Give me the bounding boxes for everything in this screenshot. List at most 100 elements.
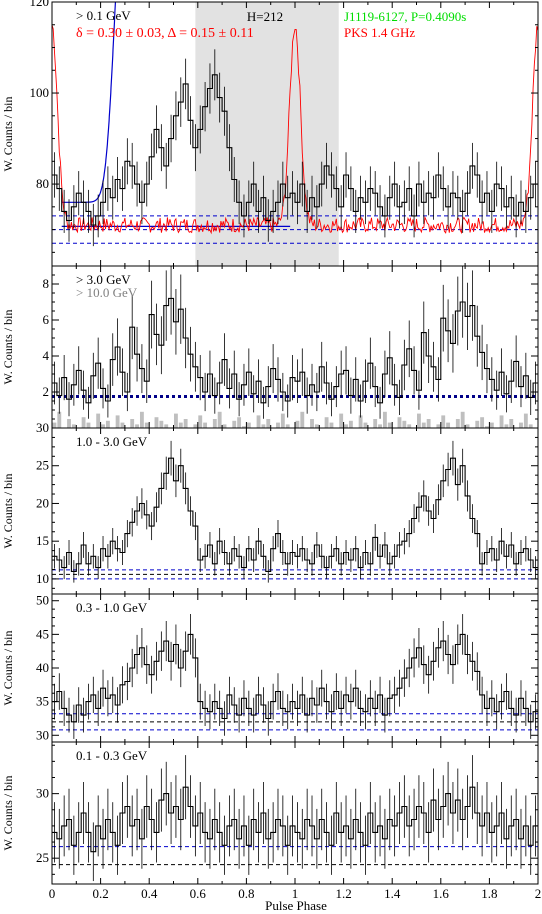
histogram-bar-above-10gev	[57, 411, 62, 428]
histogram-bar-above-10gev	[475, 420, 480, 428]
x-tick-label: 1.4	[384, 886, 401, 901]
panel-p3: 10 15 20 25 30 W. Counts / bin 1.0 - 3.0 GeV	[1, 420, 539, 595]
y-tick-label: 50	[36, 593, 49, 608]
y-tick-label: 30	[36, 786, 49, 801]
panel-top: 80 100 120 W. Counts / bin > 0.1 GeV δ = 0.30…	[1, 0, 539, 267]
radio-label: PKS 1.4 GHz	[344, 25, 415, 40]
y-tick-label: 10	[36, 571, 49, 586]
histogram-bar-above-10gev	[387, 422, 392, 428]
histogram-bar-above-10gev	[324, 417, 329, 428]
histogram-bar-above-10gev	[523, 413, 528, 428]
histogram-bar-above-10gev	[358, 415, 363, 428]
histogram-bar-above-10gev	[485, 426, 489, 428]
y-tick-label: 8	[43, 276, 50, 291]
histogram-bar-above-10gev	[421, 422, 426, 428]
h-test-label: H=212	[247, 9, 283, 24]
fitted-pulse-model	[61, 2, 117, 203]
histogram-bar-above-10gev	[67, 419, 71, 428]
x-axis-label: Pulse Phase	[265, 898, 327, 913]
histogram-bar-above-10gev	[465, 424, 470, 428]
y-axis-label: W. Counts / bin	[1, 310, 15, 385]
panel-frame	[51, 427, 539, 595]
histogram-bar-above-10gev	[509, 419, 514, 428]
pulsar-label: J1119-6127, P=0.4090s	[344, 9, 466, 24]
histogram-bar-above-10gev	[139, 411, 144, 428]
histogram-bar-above-10gev	[222, 424, 227, 428]
histogram-bar-above-10gev	[154, 417, 159, 428]
histogram-bar-above-10gev	[276, 422, 280, 428]
y-tick-label: 80	[36, 176, 49, 191]
energy-band-label: 0.3 - 1.0 GeV	[76, 600, 148, 615]
histogram-bar-above-10gev	[300, 411, 305, 428]
histogram-bar-above-10gev	[105, 420, 110, 428]
y-tick-label: 25	[36, 458, 49, 473]
histogram-bar-above-10gev	[382, 411, 387, 428]
y-axis-label: W. Counts / bin	[1, 97, 15, 172]
panel-p4: 30 35 40 45 50 W. Counts / bin 0.3 - 1.0 GeV	[1, 593, 539, 743]
panel-plot-area	[52, 440, 538, 583]
energy-band-label: > 3.0 GeV	[76, 272, 131, 287]
panel-p2: 2 4 6 8 W. Counts / bin > 3.0 GeV> 10.0 GeV	[1, 265, 539, 429]
histogram-bar-above-10gev	[455, 419, 460, 428]
histogram-bar-above-10gev	[460, 411, 465, 428]
histogram-line	[52, 74, 538, 226]
radio-profile-line	[52, 24, 538, 235]
x-tick-label: 0	[49, 886, 56, 901]
y-tick-label: 2	[43, 384, 50, 399]
panel-p5: 25 30 W. Counts / bin 0.1 - 0.3 GeV 0 0.2 0.4 0…	[1, 741, 542, 901]
histogram-bar-above-10gev	[446, 422, 451, 428]
x-tick-label: 1.6	[433, 886, 450, 901]
histogram-bar-above-10gev	[363, 422, 368, 428]
x-tick-label: 1.2	[335, 886, 351, 901]
x-tick-label: 0.6	[190, 886, 207, 901]
histogram-bar-above-10gev	[261, 424, 266, 428]
histogram-bar-above-10gev	[441, 415, 446, 428]
histogram-bar-above-10gev	[96, 413, 101, 428]
energy-band-label: 0.1 - 0.3 GeV	[76, 748, 148, 763]
histogram-bar-above-10gev	[71, 424, 76, 428]
histogram-bar-above-10gev	[178, 422, 183, 428]
panel-plot-area	[52, 614, 538, 739]
histogram-bar-above-10gev	[378, 424, 382, 428]
y-tick-label: 40	[36, 660, 49, 675]
histogram-line	[52, 633, 538, 723]
y-tick-label: 25	[36, 850, 49, 865]
x-tick-label: 0.8	[238, 886, 254, 901]
histogram-bar-above-10gev	[232, 420, 237, 428]
histogram-bar-above-10gev	[528, 424, 533, 428]
histogram-bar-above-10gev	[246, 422, 251, 428]
histogram-bar-above-10gev	[314, 424, 319, 428]
panel-plot-area	[52, 266, 538, 428]
y-axis-label: W. Counts / bin	[1, 631, 15, 706]
y-tick-label: 120	[30, 0, 50, 9]
histogram-bar-above-10gev	[183, 419, 188, 428]
histogram-bar-above-10gev	[159, 420, 164, 428]
x-tick-label: 1	[292, 886, 299, 901]
histogram-bar-above-10gev	[237, 417, 242, 428]
histogram-bar-above-10gev	[348, 420, 353, 428]
energy-band-label-high: > 10.0 GeV	[76, 285, 138, 300]
histogram-bar-above-10gev	[329, 422, 334, 428]
histogram-line	[52, 297, 538, 404]
histogram-bar-above-10gev	[397, 417, 402, 428]
y-axis-label: W. Counts / bin	[1, 474, 15, 549]
histogram-bar-above-10gev	[135, 424, 139, 428]
y-tick-label: 100	[30, 85, 50, 100]
x-tick-label: 2	[535, 886, 542, 901]
energy-band-label: 1.0 - 3.0 GeV	[76, 434, 148, 449]
histogram-bar-above-10gev	[417, 413, 421, 428]
histogram-bar-above-10gev	[256, 415, 261, 428]
histogram-bar-above-10gev	[480, 417, 485, 428]
delta-stats-label: δ = 0.30 ± 0.03, Δ = 0.15 ± 0.11	[76, 26, 254, 41]
histogram-bar-above-10gev	[504, 424, 509, 428]
histogram-bar-above-10gev	[217, 411, 222, 428]
histogram-bar-above-10gev	[101, 424, 105, 428]
histogram-bar-above-10gev	[203, 422, 208, 428]
panel-plot-area	[52, 2, 538, 266]
histogram-bar-above-10gev	[212, 419, 217, 428]
energy-band-label: > 0.1 GeV	[76, 8, 131, 23]
histogram-bar-above-10gev	[130, 419, 135, 428]
y-axis-label: W. Counts / bin	[1, 776, 15, 851]
panel-plot-area	[52, 755, 538, 882]
